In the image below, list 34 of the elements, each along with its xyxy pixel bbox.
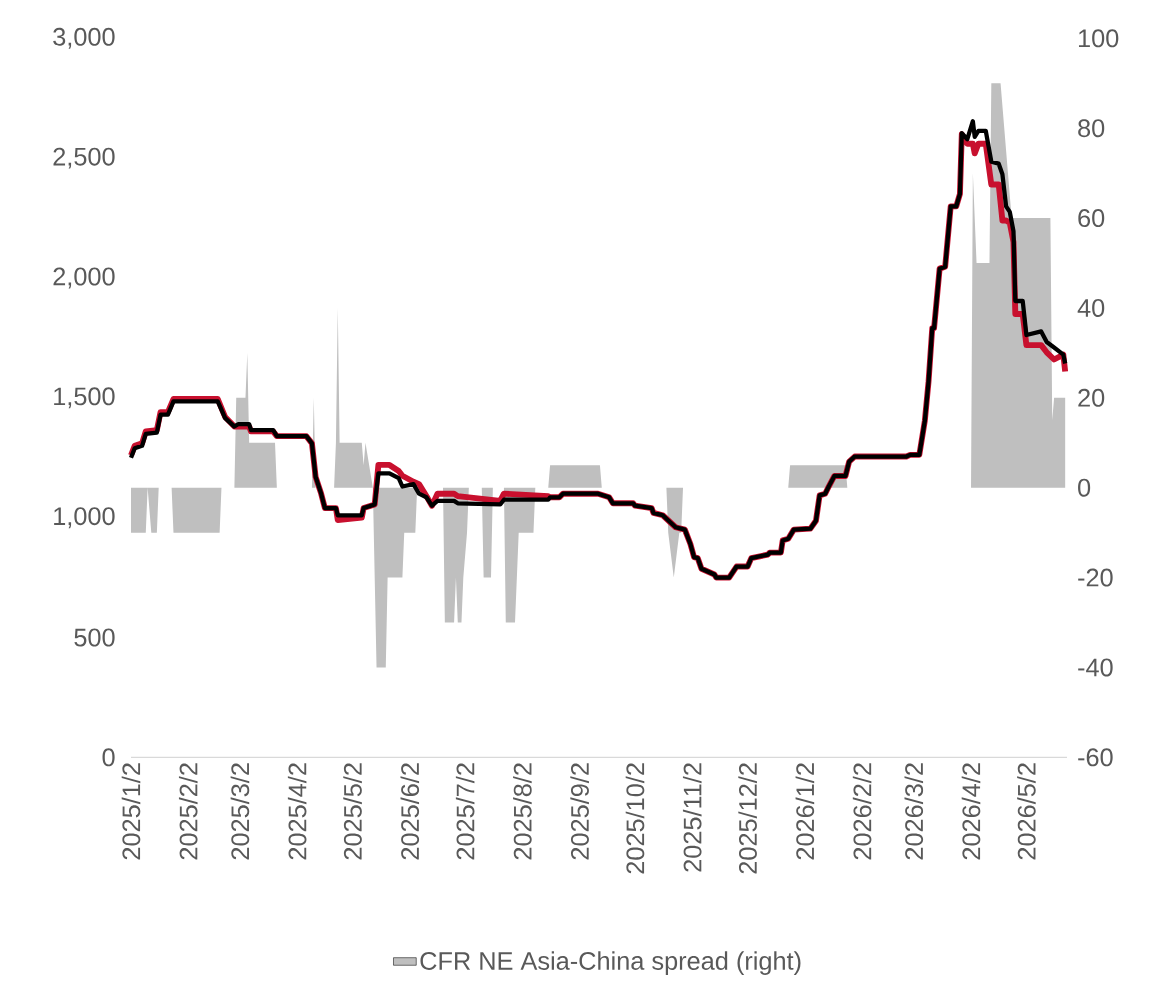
y2-tick-label: -40 (1078, 658, 1113, 677)
x-tick-label: 2025/10/2 (625, 763, 645, 874)
legend-label: CFR NE Asia-China spread (right) (420, 951, 801, 975)
y-tick-label: 0 (102, 748, 115, 767)
y2-tick-label: -20 (1078, 568, 1113, 587)
y-tick-label: 1,500 (54, 387, 115, 409)
y-tick-label: 3,000 (53, 27, 115, 49)
y2-tick-label: 40 (1077, 298, 1105, 317)
x-tick-label: 2026/4/2 (961, 763, 981, 860)
y2-tick-label: -60 (1078, 748, 1113, 767)
x-tick-label: 2025/11/2 (682, 763, 702, 872)
y-tick-label: 2,000 (53, 267, 115, 289)
x-tick-label: 2025/1/2 (121, 763, 141, 860)
y2-tick-label: 20 (1078, 388, 1105, 407)
x-tick-label: 2026/5/2 (1017, 763, 1036, 860)
x-tick-label: 2025/3/2 (230, 763, 250, 860)
y-tick-label: 2,500 (53, 147, 115, 169)
x-tick-label: 2025/8/2 (513, 763, 532, 860)
x-tick-label: 2025/2/2 (178, 763, 198, 860)
y2-tick-label: 0 (1078, 478, 1091, 497)
y-tick-label: 1,000 (54, 507, 115, 529)
x-tick-label: 2025/5/2 (343, 763, 362, 860)
x-tick-label: 2025/7/2 (455, 763, 475, 860)
x-tick-label: 2025/9/2 (570, 763, 589, 860)
x-tick-label: 2025/6/2 (400, 763, 420, 860)
y2-tick-label: 80 (1078, 119, 1105, 138)
x-tick-label: 2025/12/2 (738, 763, 757, 874)
y2-tick-label: 60 (1078, 209, 1105, 228)
x-tick-label: 2026/1/2 (795, 763, 815, 860)
x-tick-label: 2025/4/2 (287, 763, 307, 860)
x-tick-label: 2026/2/2 (852, 763, 872, 860)
y-tick-label: 500 (74, 628, 115, 647)
x-tick-label: 2026/3/2 (904, 763, 924, 860)
y2-tick-label: 100 (1078, 29, 1119, 48)
